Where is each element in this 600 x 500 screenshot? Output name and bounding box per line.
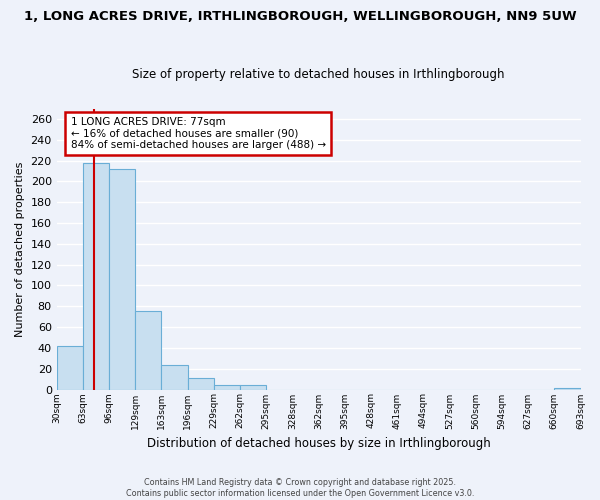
Bar <box>135 312 161 390</box>
Text: 1, LONG ACRES DRIVE, IRTHLINGBOROUGH, WELLINGBOROUGH, NN9 5UW: 1, LONG ACRES DRIVE, IRTHLINGBOROUGH, WE… <box>23 10 577 23</box>
Text: 1 LONG ACRES DRIVE: 77sqm
← 16% of detached houses are smaller (90)
84% of semi-: 1 LONG ACRES DRIVE: 77sqm ← 16% of detac… <box>71 117 326 150</box>
Bar <box>240 386 266 390</box>
Text: Contains HM Land Registry data © Crown copyright and database right 2025.
Contai: Contains HM Land Registry data © Crown c… <box>126 478 474 498</box>
X-axis label: Distribution of detached houses by size in Irthlingborough: Distribution of detached houses by size … <box>147 437 490 450</box>
Bar <box>554 388 581 390</box>
Bar <box>188 378 214 390</box>
Bar <box>214 386 240 390</box>
Y-axis label: Number of detached properties: Number of detached properties <box>15 162 25 336</box>
Bar <box>161 364 188 390</box>
Bar <box>109 169 135 390</box>
Bar <box>56 346 83 390</box>
Bar <box>83 162 109 390</box>
Title: Size of property relative to detached houses in Irthlingborough: Size of property relative to detached ho… <box>133 68 505 81</box>
